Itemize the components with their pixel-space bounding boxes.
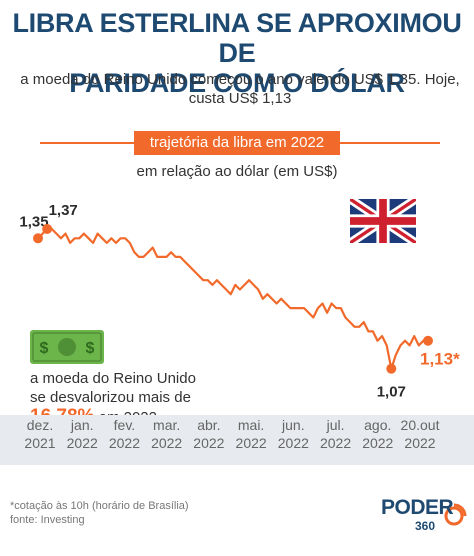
x-tick-label: fev. 2022 [109,417,140,451]
chart-title-banner: trajetória da libra em 2022 [134,131,340,155]
page-title: LIBRA ESTERLINA SE APROXIMOU DE PARIDADE… [0,8,474,98]
series-line-gbp-usd [37,227,428,370]
subtitle-line-1: a moeda do Reino Unido começou o ano val… [20,71,460,88]
logo-brand: PODER [381,496,454,519]
x-axis-band [0,415,474,465]
highlight-point [423,335,433,346]
subtitle-line-2: custa US$ 1,13 [188,90,292,107]
x-tick-label: jul. 2022 [320,417,351,451]
title-line-1: LIBRA ESTERLINA SE APROXIMOU DE [12,8,462,68]
x-tick-label: dez. 2021 [24,417,55,451]
x-tick-label: jun. 2022 [278,417,309,451]
line-chart: 1,351,37 1,07 1,13* dez. 2021 jan. 2022 fev. 202… [19,202,460,451]
svg-text:$: $ [40,340,49,357]
data-label: 1,35 [19,213,48,230]
unit-label: em relação ao dólar (em US$) [136,163,338,180]
x-tick-label: 20.out 2022 [401,417,440,451]
x-tick-label: abr. 2022 [193,417,224,451]
highlight-point [33,233,43,244]
highlight-point [42,223,53,234]
source-text: fonte: Investing [10,514,85,526]
note-line-1: a moeda do Reino Unido [30,370,196,387]
data-label: 1,13* [420,350,460,369]
subtitle: a moeda do Reino Unido começou o ano val… [20,70,460,108]
data-label: 1,07 [377,384,406,401]
logo-number: 360 [415,519,436,533]
poder360-logo: PODER 360 [381,496,467,542]
dollar-bill-icon: $ $ [30,330,104,364]
x-tick-label: jan. 2022 [67,417,98,451]
uk-flag-icon [350,199,416,243]
x-tick-label: mai. 2022 [236,417,267,451]
footnote-text: *cotação às 10h (horário de Brasília) [10,500,189,512]
footnote: *cotação às 10h (horário de Brasília) fo… [10,499,189,527]
highlight-point [386,363,397,374]
note-line-2: se desvalorizou mais de [30,389,191,406]
x-tick-label: ago. 2022 [362,417,393,451]
logo-mark-icon [444,503,467,526]
data-label: 1,37 [49,202,78,219]
svg-text:$: $ [86,340,95,357]
x-tick-label: mar. 2022 [151,417,182,451]
title-line-2: PARIDADE COM O DÓLAR [69,68,405,98]
